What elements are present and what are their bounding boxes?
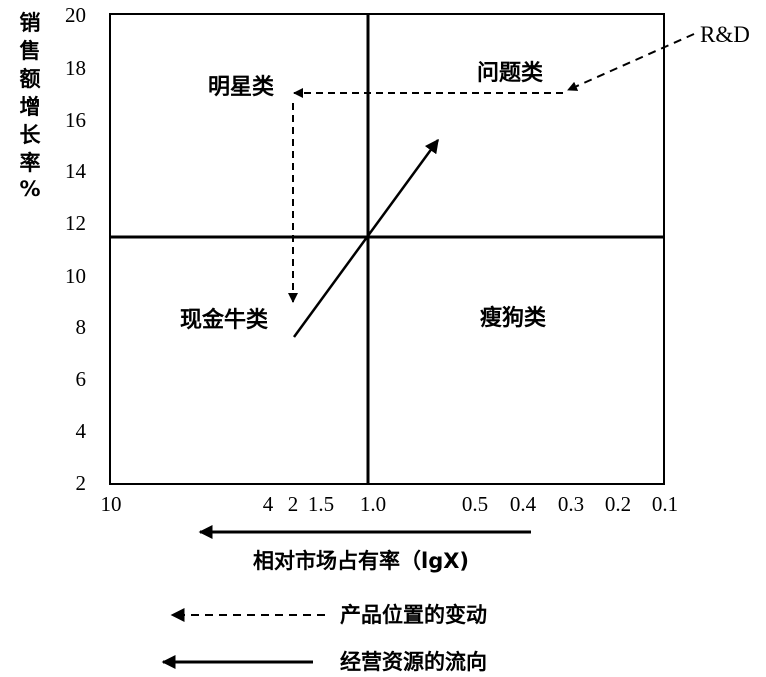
y-tick-label: 18 <box>65 56 86 80</box>
x-tick-label: 0.2 <box>605 492 631 516</box>
y-tick-label: 4 <box>76 419 87 443</box>
y-tick-label: 6 <box>76 367 87 391</box>
x-tick-label: 2 <box>288 492 299 516</box>
x-tick-label: 10 <box>101 492 122 516</box>
x-tick-label: 1.0 <box>360 492 386 516</box>
y-axis-label-char: 售 <box>20 39 41 63</box>
y-tick-label: 16 <box>65 108 86 132</box>
quadrant-label-question: 问题类 <box>477 61 544 86</box>
quadrant-label-dog: 瘦狗类 <box>480 305 547 331</box>
rd-label: R&D <box>700 22 750 47</box>
x-tick-label: 0.4 <box>510 492 537 516</box>
y-tick-label: 10 <box>65 264 86 288</box>
y-tick-label: 14 <box>65 159 87 183</box>
x-tick-label: 0.1 <box>652 492 678 516</box>
x-tick-label: 1.5 <box>308 492 334 516</box>
y-tick-label: 12 <box>65 211 86 235</box>
quadrant-label-star: 明星类 <box>208 75 275 100</box>
rd-arrow <box>567 33 695 91</box>
legend-dashed-label: 产品位置的变动 <box>340 603 487 627</box>
x-tick-label: 0.3 <box>558 492 584 516</box>
y-axis-label-char: % <box>19 177 40 201</box>
x-axis-label: 相对市场占有率（lgX) <box>253 549 469 573</box>
y-tick-label: 8 <box>76 315 87 339</box>
plot-frame <box>109 13 665 485</box>
x-tick-label: 0.5 <box>462 492 488 516</box>
y-tick-label: 2 <box>76 471 87 495</box>
legend-solid-label: 经营资源的流向 <box>340 650 487 674</box>
x-tick-label: 4 <box>263 492 274 516</box>
y-axis-label-char: 长 <box>20 123 42 147</box>
y-axis-label-char: 额 <box>20 67 41 91</box>
y-axis-label-char: 率 <box>20 151 41 175</box>
y-tick-label: 20 <box>65 3 86 27</box>
y-axis-label-char: 销 <box>20 11 41 35</box>
y-axis-label-char: 增 <box>20 95 41 119</box>
resource-flow-arrow <box>292 138 440 338</box>
quadrant-label-cash-cow: 现金牛类 <box>180 307 269 333</box>
